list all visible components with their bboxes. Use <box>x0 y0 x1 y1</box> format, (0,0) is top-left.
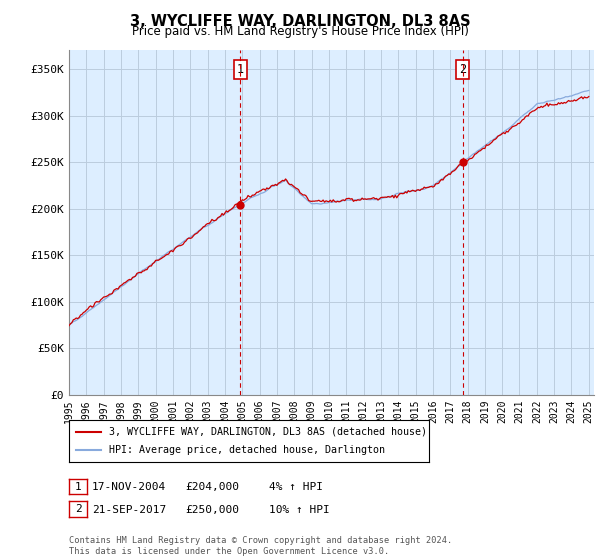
Text: Price paid vs. HM Land Registry's House Price Index (HPI): Price paid vs. HM Land Registry's House … <box>131 25 469 38</box>
Point <box>458 157 467 166</box>
Text: 4% ↑ HPI: 4% ↑ HPI <box>269 482 323 492</box>
Text: HPI: Average price, detached house, Darlington: HPI: Average price, detached house, Darl… <box>109 445 385 455</box>
Text: 2: 2 <box>74 504 82 514</box>
Text: 3, WYCLIFFE WAY, DARLINGTON, DL3 8AS (detached house): 3, WYCLIFFE WAY, DARLINGTON, DL3 8AS (de… <box>109 427 427 437</box>
Text: 2: 2 <box>459 63 466 76</box>
Text: 3, WYCLIFFE WAY, DARLINGTON, DL3 8AS: 3, WYCLIFFE WAY, DARLINGTON, DL3 8AS <box>130 14 470 29</box>
Text: £204,000: £204,000 <box>185 482 239 492</box>
Text: 1: 1 <box>74 482 82 492</box>
Text: 10% ↑ HPI: 10% ↑ HPI <box>269 505 329 515</box>
Text: 21-SEP-2017: 21-SEP-2017 <box>92 505 166 515</box>
Text: £250,000: £250,000 <box>185 505 239 515</box>
Point <box>235 200 245 209</box>
Text: Contains HM Land Registry data © Crown copyright and database right 2024.
This d: Contains HM Land Registry data © Crown c… <box>69 536 452 556</box>
Text: 17-NOV-2004: 17-NOV-2004 <box>92 482 166 492</box>
Text: 1: 1 <box>236 63 244 76</box>
